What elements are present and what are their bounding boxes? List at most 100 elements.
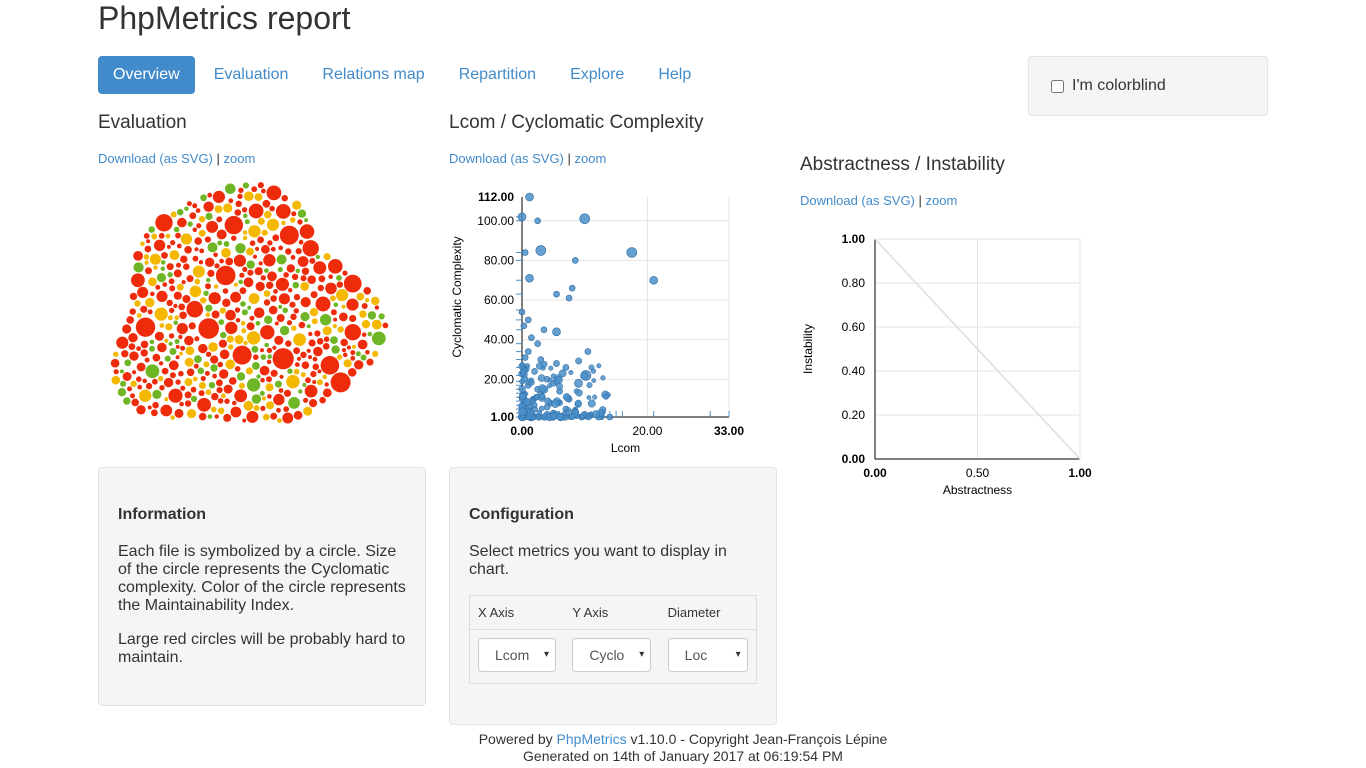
tab-explore[interactable]: Explore: [570, 66, 625, 83]
evaluation-bubble-chart[interactable]: [100, 178, 400, 458]
bubble: [242, 230, 248, 235]
bubble: [267, 271, 277, 282]
bubble: [180, 255, 188, 263]
tab-help[interactable]: Help: [658, 66, 692, 83]
bubble: [260, 354, 267, 360]
bubble: [149, 345, 155, 352]
bubble: [361, 320, 371, 329]
evaluation-download-link[interactable]: Download (as SVG): [98, 151, 213, 166]
bubble: [230, 291, 242, 303]
bubble: [111, 375, 121, 385]
bubble: [173, 320, 178, 325]
bubble: [123, 397, 131, 405]
bubble: [169, 372, 176, 379]
bubble: [129, 292, 138, 301]
lcom-download-link[interactable]: Download (as SVG): [449, 151, 564, 166]
bubble: [264, 268, 269, 273]
bubble: [246, 378, 261, 392]
bubble: [136, 405, 146, 415]
bubble: [223, 384, 233, 394]
evaluation-zoom-link[interactable]: zoom: [223, 151, 256, 166]
bubble: [264, 210, 272, 219]
scatter-point: [518, 308, 526, 316]
bubble: [206, 277, 211, 283]
colorblind-label[interactable]: I'm colorblind: [1051, 77, 1166, 95]
scatter-point: [555, 412, 564, 421]
bubble: [157, 342, 167, 353]
bubble: [240, 320, 246, 326]
lcom-zoom-link[interactable]: zoom: [574, 151, 607, 166]
tab-overview[interactable]: Overview: [98, 56, 195, 94]
bubble: [315, 296, 331, 312]
bubble: [261, 244, 270, 254]
y-axis-label: Instability: [801, 324, 815, 374]
bubble: [174, 339, 180, 344]
colorblind-checkbox[interactable]: [1051, 79, 1064, 93]
bubble: [159, 385, 165, 391]
bubble: [270, 412, 278, 420]
abs-zoom-link[interactable]: zoom: [925, 193, 958, 208]
information-title: Information: [118, 506, 206, 523]
footer-phpmetrics-link[interactable]: PhpMetrics: [556, 731, 627, 747]
bubble: [129, 351, 139, 361]
bubble: [120, 380, 127, 387]
bubble: [156, 290, 168, 302]
bubble: [343, 359, 352, 368]
bubble: [219, 307, 226, 314]
y-tick-label: 112.00: [478, 190, 514, 204]
bubble: [243, 277, 254, 288]
bubble: [137, 286, 149, 298]
bubble: [110, 358, 120, 368]
scatter-point: [538, 392, 546, 400]
bubble: [317, 284, 324, 292]
bubble: [155, 214, 173, 232]
bubble: [184, 357, 194, 367]
bubble: [371, 319, 382, 330]
y-tick-label: 1.00: [842, 232, 866, 246]
tab-repartition[interactable]: Repartition: [458, 66, 537, 83]
bubble: [270, 295, 277, 302]
bubble: [247, 305, 252, 310]
scatter-point: [534, 217, 541, 225]
lcom-scatter-chart[interactable]: 1.00 20.00 40.00 60.00 80.00 100.00 112.00 0.00…: [449, 185, 759, 460]
bubble: [304, 218, 309, 223]
bubble: [180, 233, 192, 245]
scatter-point: [524, 348, 532, 355]
bubble: [303, 397, 309, 403]
bubble: [175, 355, 180, 360]
bubble: [162, 282, 168, 287]
scatter-point: [553, 290, 560, 298]
bubble: [225, 321, 238, 335]
bubble: [347, 368, 357, 377]
bubble: [319, 396, 326, 404]
bubble: [245, 367, 253, 375]
bubble: [323, 336, 330, 342]
bubble: [330, 372, 351, 393]
bubble: [257, 236, 264, 244]
main-sequence-line: [874, 238, 1081, 460]
bubble: [289, 217, 296, 223]
bubble: [198, 260, 204, 265]
bubble: [219, 349, 230, 360]
abs-instability-chart[interactable]: 0.00 0.20 0.40 0.60 0.80 1.00 0.00 0.50 1.00 Abst…: [800, 225, 1110, 505]
bubble: [212, 373, 217, 379]
bubble: [289, 301, 296, 308]
bubble: [279, 325, 290, 336]
scatter-point: [524, 363, 531, 369]
bubble: [190, 386, 197, 393]
bubble: [235, 243, 246, 254]
y-axis-select[interactable]: Cyclo ▾: [572, 638, 652, 672]
diameter-select[interactable]: Loc ▾: [667, 638, 748, 672]
bubble: [168, 388, 183, 403]
x-axis-select[interactable]: Lcom ▾: [478, 638, 556, 672]
scatter-point: [575, 357, 583, 365]
bubble: [283, 389, 292, 397]
bubble: [140, 340, 149, 349]
bubble: [219, 258, 224, 264]
abs-download-link[interactable]: Download (as SVG): [800, 193, 915, 208]
bubble: [251, 394, 262, 404]
bubble: [133, 251, 143, 261]
tab-relations-map[interactable]: Relations map: [322, 66, 425, 83]
bubble: [257, 182, 264, 189]
tab-evaluation[interactable]: Evaluation: [213, 66, 289, 83]
